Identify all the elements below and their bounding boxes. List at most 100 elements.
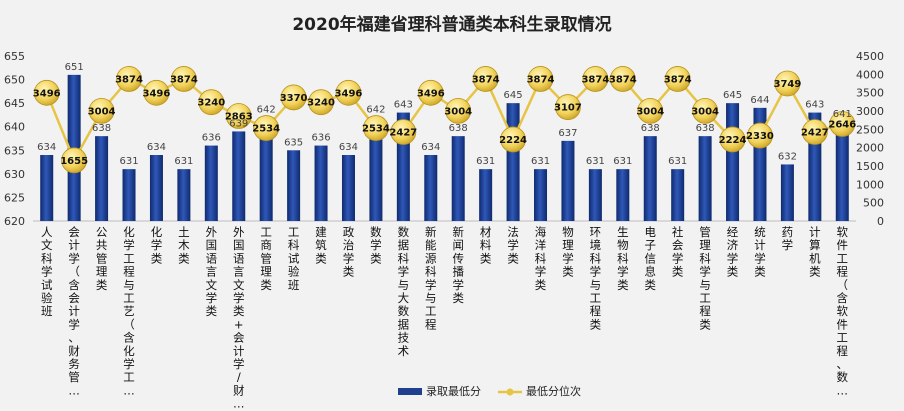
bar (149, 155, 163, 221)
category-label: 社会学类 (672, 225, 684, 279)
rank-value-label: 3370 (280, 93, 308, 104)
rank-point (390, 119, 417, 145)
category-label: 新闻传播学类 (452, 225, 464, 305)
bar (341, 155, 355, 221)
rank-point (472, 66, 499, 92)
bar (616, 169, 630, 221)
rank-value-label: 3874 (472, 74, 500, 85)
category-label: 物理学类 (562, 225, 574, 279)
rank-value-label: 3874 (527, 74, 555, 85)
category-label: 计算机类 (809, 225, 821, 279)
rank-value-label: 3496 (417, 88, 445, 99)
category-label: 海洋科学类 (535, 225, 547, 292)
y-right-tick-label: 0 (877, 215, 884, 228)
rank-value-label: 3004 (444, 106, 472, 117)
category-label: 建筑类 (315, 225, 327, 265)
y-right-tick-label: 4500 (856, 50, 884, 63)
bar (835, 122, 849, 221)
bar-value-label: 636 (202, 133, 221, 144)
bar (424, 155, 438, 221)
rank-point (664, 66, 691, 92)
legend-line-marker (506, 388, 514, 396)
rank-point (280, 84, 307, 111)
y-left-tick-label: 635 (4, 144, 25, 157)
bar (506, 103, 520, 221)
bar-value-label: 637 (558, 128, 577, 139)
bar-value-label: 638 (449, 123, 468, 134)
y-right-tick-label: 2000 (856, 142, 884, 155)
legend-line-label: 最低分位次 (526, 384, 581, 398)
y-right-tick-label: 1500 (856, 160, 884, 173)
bar (561, 140, 575, 221)
bar-value-label: 638 (641, 123, 660, 134)
bar (95, 136, 109, 221)
category-label: 外国语言文学类 (206, 225, 218, 318)
bar-value-label: 642 (257, 104, 276, 115)
bar-value-label: 651 (65, 62, 84, 73)
rank-point (61, 147, 88, 174)
rank-value-label: 3107 (554, 103, 582, 114)
category-label: 数学类 (370, 225, 382, 265)
axes: 620 625 630 635 640 645 650 655 0 500 1000 1500 2000… (4, 50, 884, 228)
bar (177, 169, 191, 221)
bar (122, 169, 136, 221)
y-right-tick-label: 1000 (856, 178, 884, 191)
rank-value-label: 3496 (33, 88, 61, 99)
bar (643, 136, 657, 221)
rank-value-label: 2427 (389, 128, 417, 139)
y-right-tick-label: 3500 (856, 87, 884, 100)
rank-value-label: 3874 (664, 74, 692, 85)
rank-value-label: 3874 (170, 74, 198, 85)
y-left-tick-label: 645 (4, 97, 25, 110)
category-label: 外国语言文学类+会计学/财… (233, 225, 245, 411)
bar-value-label: 631 (613, 156, 632, 167)
rank-value-label: 2330 (746, 131, 774, 142)
bar-value-label: 634 (147, 142, 166, 153)
rank-value-label: 2646 (828, 119, 856, 130)
bar (259, 117, 273, 221)
rank-value-label: 2224 (719, 135, 747, 146)
y-left-tick-label: 620 (4, 215, 25, 228)
rank-point (637, 97, 664, 124)
rank-point (445, 97, 472, 124)
category-label: 软件工程（含软件工程、数… (837, 225, 849, 397)
bar-value-label: 642 (366, 104, 385, 115)
rank-value-label: 3874 (609, 74, 637, 85)
y-right-tick-label: 500 (863, 197, 884, 210)
y-left-tick-label: 655 (4, 50, 25, 63)
bar-value-label: 638 (92, 123, 111, 134)
rank-point (170, 66, 197, 92)
bar-value-label: 631 (476, 156, 495, 167)
rank-point (363, 115, 389, 141)
bar (588, 169, 602, 221)
category-label: 政治学类 (343, 225, 355, 279)
rank-point (801, 119, 828, 145)
rank-value-label: 3496 (335, 88, 363, 99)
bar (479, 169, 493, 221)
chart-title: 2020年福建省理科普通类本科生录取情况 (292, 14, 611, 35)
rank-point (747, 122, 773, 149)
bar (698, 136, 712, 221)
y-left-tick-label: 625 (4, 191, 25, 204)
bar-value-label: 645 (723, 90, 742, 101)
data-labels: 634 651 638 631 634 631 636 639 642 635 636 634 642 6… (37, 62, 852, 167)
bar-value-label: 631 (668, 156, 687, 167)
category-label: 化学类 (151, 225, 163, 265)
rank-value-label: 1655 (60, 156, 88, 167)
rank-value-label: 2534 (362, 124, 390, 135)
y-left-tick-label: 640 (4, 121, 25, 134)
bar (671, 169, 685, 221)
rank-value-label: 2863 (225, 112, 253, 123)
bar-value-label: 638 (696, 123, 715, 134)
category-label: 化学工程与工艺（含化学工… (123, 225, 135, 397)
category-label: 公共管理类 (96, 225, 108, 292)
bar-value-label: 634 (37, 142, 56, 153)
category-label: 人文科学试验班 (41, 225, 53, 318)
rank-value-label: 2427 (801, 128, 829, 139)
category-label: 环境科学与工程类 (590, 225, 602, 331)
rank-point (527, 66, 554, 92)
rank-point (88, 97, 115, 124)
rank-point (582, 66, 609, 92)
category-label: 工科试验班 (288, 225, 300, 292)
